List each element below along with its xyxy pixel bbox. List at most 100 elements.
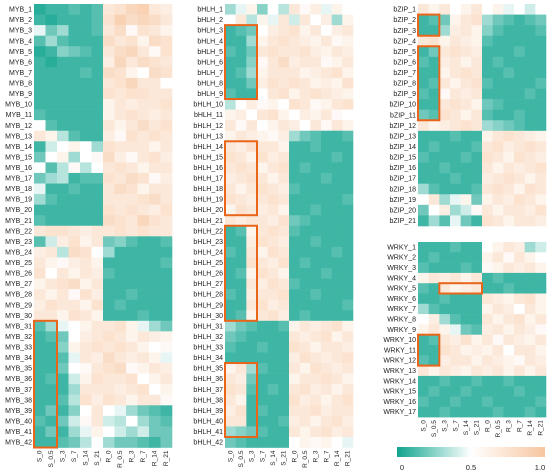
heatmap-cell <box>103 141 115 153</box>
heatmap-cell <box>68 46 81 58</box>
heatmap-cell <box>299 341 311 353</box>
row-label: bZIP_6 <box>393 59 416 66</box>
heatmap-cell <box>68 405 81 417</box>
heatmap-cell <box>482 173 493 184</box>
colorbar-tick-low: 0 <box>400 463 404 472</box>
heatmap-cell <box>503 314 515 325</box>
heatmap-cell <box>57 109 69 121</box>
heatmap-cell <box>428 242 440 253</box>
heatmap-cell <box>418 314 429 325</box>
heatmap-cell <box>418 99 429 110</box>
heatmap-cell <box>524 334 536 346</box>
heatmap-cell <box>428 99 440 110</box>
heatmap-cell <box>471 14 483 26</box>
heatmap-cell <box>299 25 311 36</box>
heatmap-cell <box>492 162 504 174</box>
heatmap-cell <box>535 375 547 387</box>
heatmap-cell <box>160 162 173 174</box>
row-label: bZIP_8 <box>393 81 416 88</box>
heatmap-cell <box>91 109 104 121</box>
heatmap-cell <box>257 151 268 163</box>
heatmap-cell <box>450 252 461 263</box>
heatmap-cell <box>450 262 461 274</box>
heatmap-cell <box>299 352 311 364</box>
heatmap-cell <box>418 252 429 263</box>
heatmap-cell <box>418 406 429 418</box>
heatmap-cell <box>492 109 504 121</box>
heatmap-cell <box>524 242 536 253</box>
heatmap-cell <box>428 215 440 227</box>
row-label: bHLH_3 <box>197 28 223 35</box>
heatmap-cell <box>267 268 279 279</box>
heatmap-cell <box>331 25 343 36</box>
heatmap-cell <box>289 289 300 300</box>
heatmap-cell <box>450 151 461 163</box>
heatmap-cell <box>482 4 493 15</box>
heatmap-cell <box>257 162 268 174</box>
heatmap-cell <box>299 257 311 269</box>
heatmap-cell <box>68 278 81 290</box>
heatmap-cell <box>103 4 115 15</box>
heatmap-cell <box>45 373 58 385</box>
row-label: MYB_42 <box>5 440 32 447</box>
heatmap-cell <box>471 25 483 37</box>
heatmap-cell <box>103 67 115 79</box>
heatmap-cell <box>225 341 236 353</box>
heatmap-cell <box>68 120 81 132</box>
heatmap-cell <box>482 396 493 408</box>
column-label: R_14 <box>527 420 534 436</box>
heatmap-cell <box>114 246 127 258</box>
heatmap-cell <box>503 215 515 227</box>
heatmap-cell <box>68 415 81 427</box>
heatmap-cell <box>418 396 429 408</box>
heatmap-cell <box>439 56 451 68</box>
heatmap-cell <box>225 130 236 142</box>
heatmap-cell <box>126 415 138 427</box>
heatmap-cell <box>503 46 515 58</box>
heatmap-cell <box>257 204 268 216</box>
heatmap-cell <box>299 141 311 153</box>
heatmap-cell <box>482 67 493 79</box>
heatmap-cell <box>503 35 515 47</box>
row-label: bHLH_39 <box>193 408 223 415</box>
heatmap-cell <box>514 386 525 397</box>
heatmap-cell <box>114 341 127 353</box>
heatmap-cell <box>331 384 343 396</box>
heatmap-cell <box>80 25 92 36</box>
heatmap-cell <box>418 262 429 274</box>
heatmap-cell <box>34 215 46 227</box>
heatmap-cell <box>342 384 354 396</box>
heatmap-cell <box>34 14 46 26</box>
heatmap-cell <box>149 99 161 110</box>
highlight-box <box>417 13 441 37</box>
heatmap-cell <box>126 352 138 364</box>
heatmap-cell <box>471 215 483 227</box>
heatmap-cell <box>45 405 58 417</box>
heatmap-cell <box>34 88 46 100</box>
heatmap-cell <box>535 25 547 37</box>
heatmap-cell <box>439 130 451 142</box>
heatmap-cell <box>503 365 515 377</box>
heatmap-cell <box>471 183 483 195</box>
heatmap-cell <box>80 172 92 184</box>
heatmap-cell <box>160 172 173 184</box>
heatmap-cell <box>482 283 493 294</box>
heatmap-cell <box>535 194 547 206</box>
row-label: bHLH_9 <box>197 91 223 98</box>
heatmap-cell <box>299 56 311 68</box>
heatmap-cell <box>524 162 536 174</box>
heatmap-cell <box>149 141 161 153</box>
heatmap-cell <box>289 99 300 110</box>
heatmap-cell <box>342 130 354 142</box>
row-label: bZIP_17 <box>390 176 417 183</box>
heatmap-cell <box>460 99 472 110</box>
heatmap-cell <box>418 151 429 163</box>
heatmap-cell <box>471 272 483 284</box>
heatmap-cell <box>57 77 69 89</box>
heatmap-cell <box>342 373 354 385</box>
heatmap-cell <box>91 77 104 89</box>
row-label: bHLH_21 <box>193 218 223 225</box>
heatmap-cell <box>80 35 92 47</box>
heatmap-cell <box>342 436 354 448</box>
highlight-box <box>224 140 258 217</box>
